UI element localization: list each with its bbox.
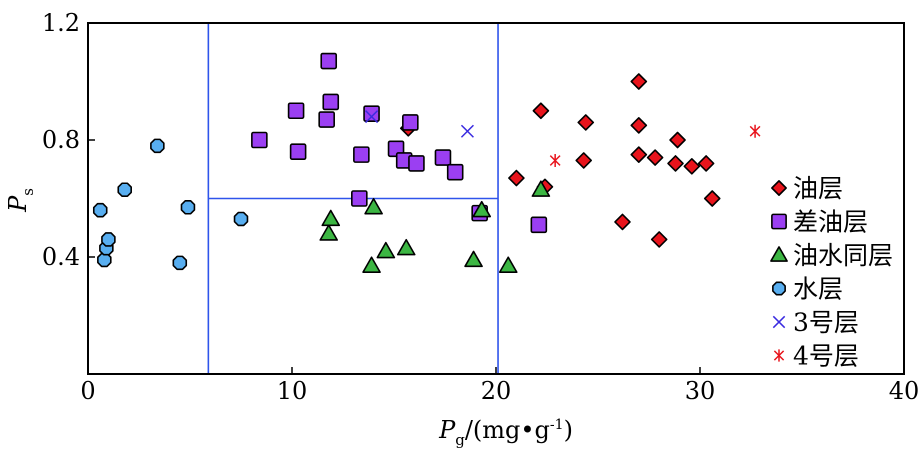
data-point — [251, 131, 268, 149]
data-point — [650, 231, 668, 248]
axis-ticks — [87, 22, 905, 374]
data-point — [319, 224, 339, 241]
data-point — [434, 149, 452, 166]
y-axis-label: Ps — [4, 188, 37, 213]
data-point — [322, 93, 340, 111]
legend-item: 油水同层 — [770, 241, 893, 270]
y-axis-label-symbol: P — [4, 195, 32, 213]
data-points — [92, 52, 761, 273]
data-point — [353, 146, 370, 163]
data-point — [172, 255, 188, 271]
legend-marker — [771, 180, 787, 196]
series-3 — [319, 180, 551, 273]
x-tick-label: 30 — [685, 377, 716, 405]
y-tick-label: 0.4 — [42, 243, 80, 271]
series-2 — [251, 52, 548, 234]
x-tick-label: 20 — [481, 377, 512, 405]
data-point — [460, 124, 474, 138]
legend-marker — [771, 213, 787, 230]
y-tick-label: 1.2 — [42, 9, 80, 37]
data-point — [630, 73, 648, 90]
data-point — [575, 152, 593, 169]
x-axis-label-close: ) — [564, 416, 573, 444]
x-axis-label-unit: /(mg•g — [465, 416, 550, 444]
data-point — [498, 256, 518, 273]
legend-label: 3号层 — [793, 308, 859, 337]
data-point — [364, 197, 383, 215]
data-point — [101, 232, 116, 247]
data-point — [150, 138, 165, 154]
data-point — [577, 114, 595, 131]
series-4 — [92, 138, 249, 271]
y-tick-label: 0.8 — [42, 126, 80, 154]
data-point — [464, 250, 483, 268]
data-point — [549, 153, 561, 167]
legend-item: 4号层 — [773, 342, 859, 371]
data-point — [630, 146, 648, 163]
data-point — [402, 114, 419, 131]
axis-tick-labels: 0 10 20 30 40 0.4 0.8 1.2 — [42, 9, 919, 405]
x-axis-label-symbol: P — [438, 416, 456, 444]
data-point — [614, 213, 631, 231]
data-point — [531, 180, 551, 197]
data-point — [287, 102, 305, 120]
data-point — [749, 124, 761, 138]
data-point — [289, 143, 307, 160]
data-point — [446, 163, 464, 181]
data-point — [233, 211, 249, 227]
data-point — [508, 169, 525, 187]
legend-label: 水层 — [793, 275, 843, 304]
series-5 — [365, 110, 474, 138]
data-point — [630, 117, 648, 134]
legend-marker — [772, 281, 786, 296]
data-point — [396, 238, 416, 256]
x-axis-label-superscript: -1 — [550, 417, 564, 433]
data-point — [363, 105, 380, 122]
data-point — [351, 190, 368, 207]
data-point — [530, 216, 548, 234]
x-axis-label: Pg/(mg•g-1) — [438, 416, 573, 449]
data-point — [646, 149, 664, 166]
data-point — [669, 131, 686, 149]
data-point — [532, 102, 550, 120]
data-point — [318, 111, 335, 128]
legend-label: 油层 — [793, 174, 843, 203]
legend-item: 水层 — [772, 275, 843, 304]
data-point — [697, 155, 715, 172]
data-point — [321, 209, 341, 227]
data-point — [703, 190, 721, 207]
legend-label: 油水同层 — [793, 241, 893, 270]
data-point — [97, 252, 112, 268]
x-tick-label: 10 — [277, 377, 308, 405]
x-tick-label: 0 — [80, 377, 95, 405]
legend-label: 4号层 — [793, 342, 859, 371]
data-point — [362, 256, 381, 273]
data-point — [683, 158, 701, 175]
data-point — [667, 155, 684, 172]
legend-item: 差油层 — [771, 208, 868, 237]
data-point — [376, 241, 396, 259]
legend-marker — [770, 246, 788, 262]
legend-marker — [773, 349, 785, 362]
data-point — [408, 155, 425, 172]
legend-marker — [772, 315, 786, 329]
data-point — [92, 202, 108, 218]
x-tick-label: 40 — [889, 377, 920, 405]
data-point — [472, 200, 492, 218]
legend-item: 油层 — [771, 174, 843, 203]
legend-label: 差油层 — [793, 208, 868, 237]
legend-item: 3号层 — [772, 308, 859, 337]
data-point — [180, 200, 196, 215]
x-axis-label-subscript: g — [455, 431, 465, 449]
y-axis-label-subscript: s — [19, 188, 37, 196]
series-6 — [549, 124, 761, 167]
data-point — [320, 52, 338, 70]
data-point — [365, 110, 379, 124]
data-point — [117, 182, 132, 197]
